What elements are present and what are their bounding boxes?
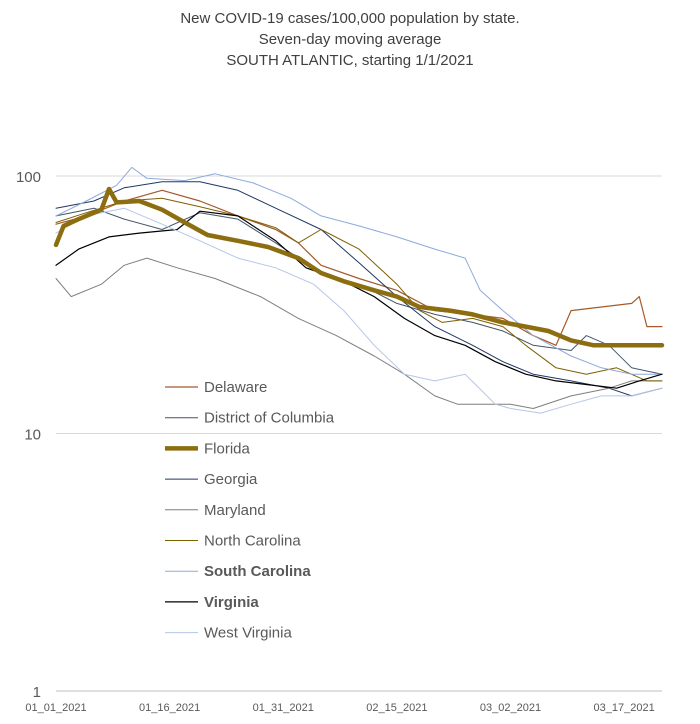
legend-label-maryland: Maryland bbox=[204, 502, 266, 519]
series-line-north-carolina bbox=[55, 197, 663, 382]
chart-subtitle-2: SOUTH ATLANTIC, starting 1/1/2021 bbox=[226, 52, 474, 69]
series-line-south-carolina bbox=[55, 166, 663, 375]
legend-label-south-carolina: South Carolina bbox=[204, 563, 311, 580]
series-line-georgia bbox=[55, 181, 663, 397]
x-tick-label: 03_02_2021 bbox=[480, 702, 541, 714]
legend-label-west-virginia: West Virginia bbox=[204, 625, 292, 642]
y-tick-label: 100 bbox=[16, 169, 41, 186]
series-line-virginia bbox=[55, 210, 663, 389]
chart-subtitle-1: Seven-day moving average bbox=[258, 31, 442, 48]
x-tick-label: 01_01_2021 bbox=[25, 702, 86, 714]
series-line-florida bbox=[53, 186, 665, 348]
legend-label-florida: Florida bbox=[204, 440, 251, 457]
series-line-west-virginia bbox=[55, 207, 663, 414]
chart-title: New COVID-19 cases/100,000 population by… bbox=[180, 10, 520, 27]
x-tick-label: 03_17_2021 bbox=[594, 702, 655, 714]
y-tick-label: 10 bbox=[24, 427, 41, 444]
x-tick-label: 01_16_2021 bbox=[139, 702, 200, 714]
y-tick-label: 1 bbox=[33, 684, 41, 701]
x-tick-label: 01_31_2021 bbox=[253, 702, 314, 714]
legend-label-georgia: Georgia bbox=[204, 471, 258, 488]
legend-label-virginia: Virginia bbox=[204, 594, 259, 611]
series-line-maryland bbox=[55, 257, 663, 409]
series-line-delaware bbox=[55, 189, 663, 346]
legend-label-district-of-columbia: District of Columbia bbox=[204, 410, 335, 427]
x-tick-label: 02_15_2021 bbox=[366, 702, 427, 714]
legend-label-north-carolina: North Carolina bbox=[204, 533, 301, 550]
series-line-district-of-columbia bbox=[55, 207, 663, 375]
chart-title-block: New COVID-19 cases/100,000 population by… bbox=[0, 8, 700, 71]
legend-label-delaware: Delaware bbox=[204, 379, 267, 396]
